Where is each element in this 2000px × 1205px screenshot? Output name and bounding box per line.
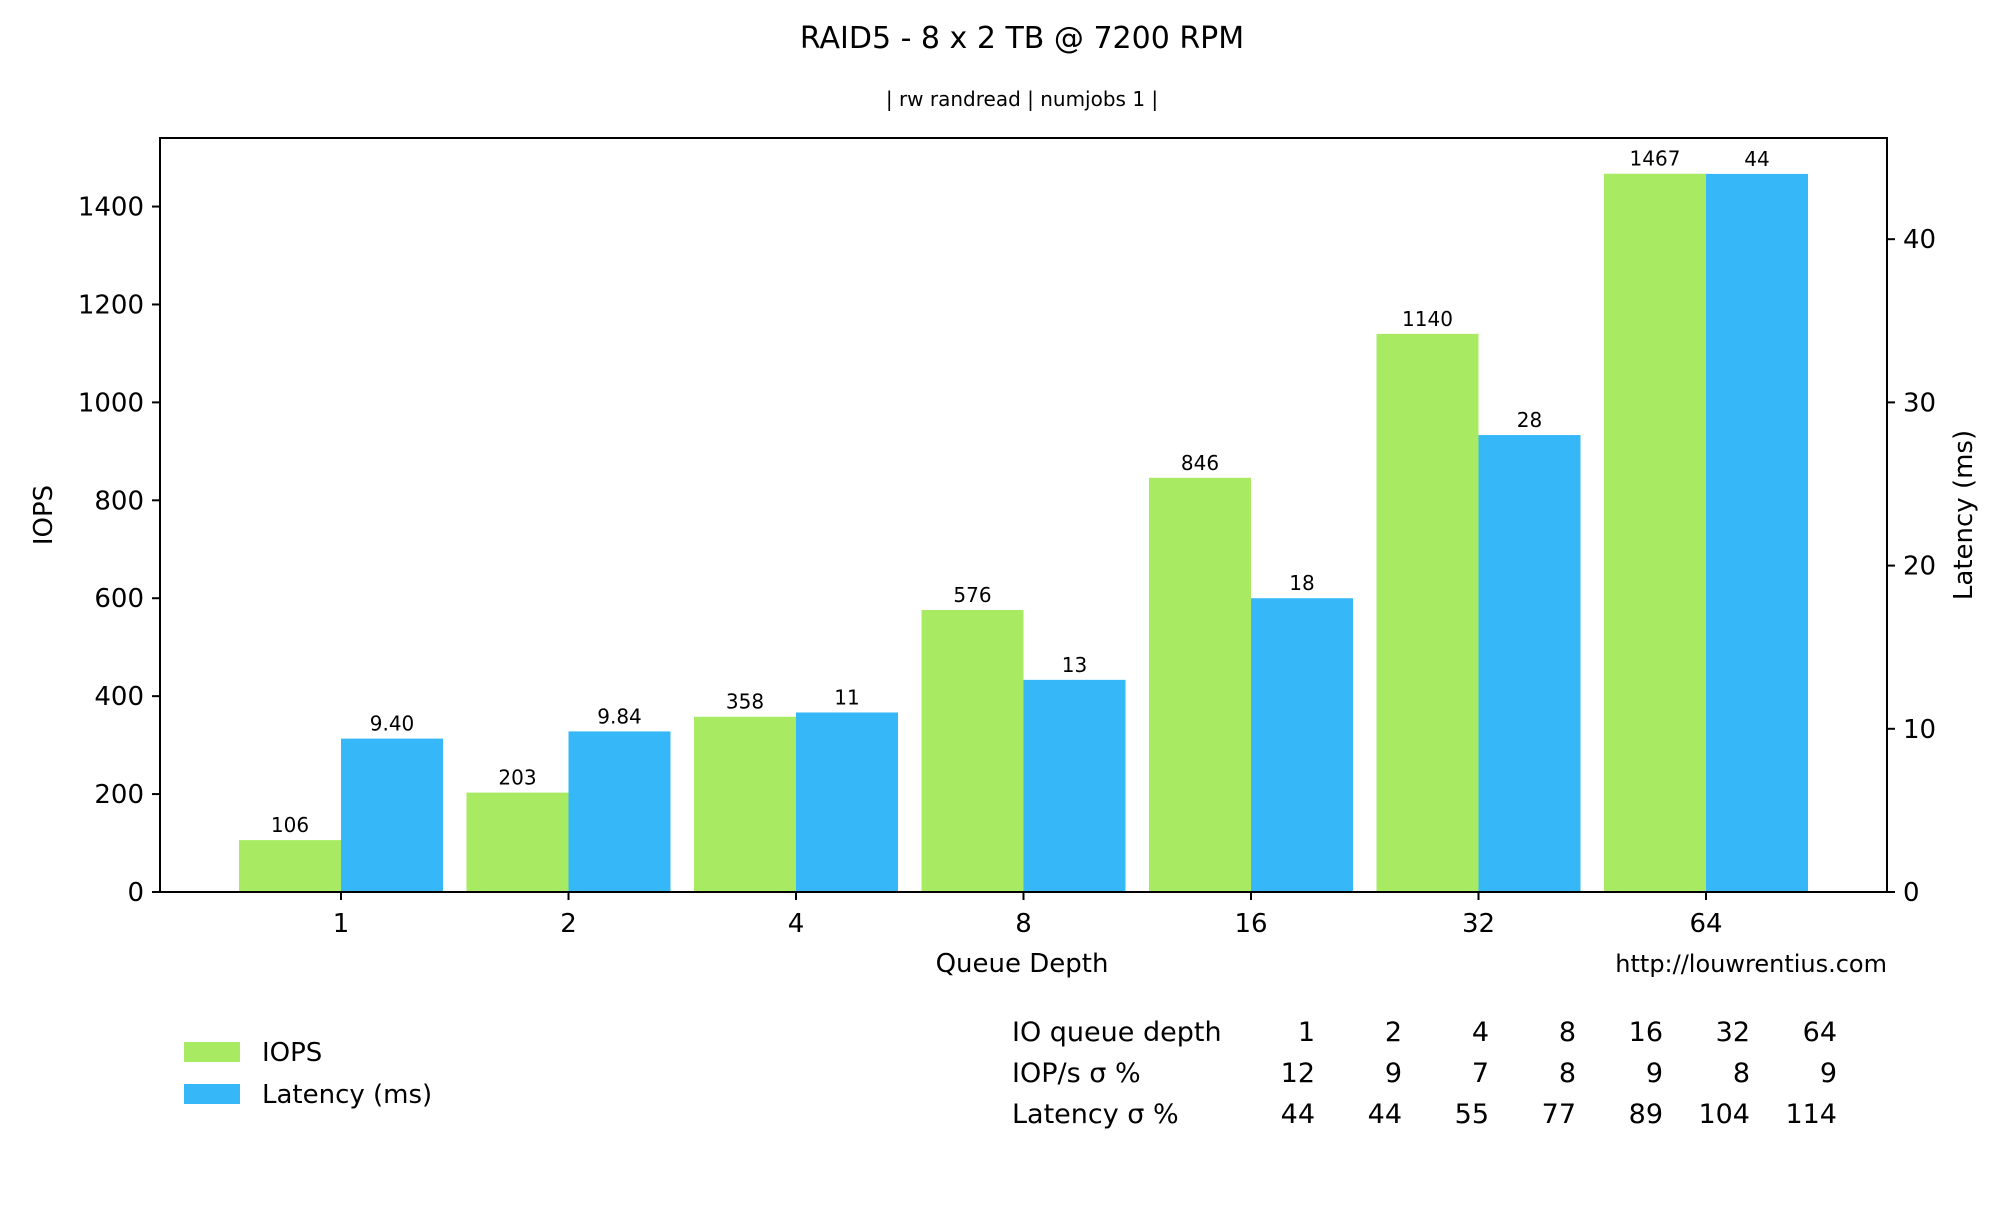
legend-swatch-latency <box>184 1084 240 1104</box>
left-y-axis: 0 200 400 600 800 1000 1200 1400 <box>78 193 160 908</box>
right-y-axis: 0 10 20 30 40 <box>1887 225 1936 908</box>
stats-cell: 32 <box>1716 1017 1750 1048</box>
right-tick-label: 20 <box>1903 552 1936 582</box>
stats-cell: 12 <box>1281 1058 1315 1089</box>
iops-value-label-16: 846 <box>1181 451 1219 475</box>
latency-bar-16 <box>1251 598 1353 892</box>
bars-layer <box>239 173 1808 893</box>
chart-subtitle: | rw randread | numjobs 1 | <box>886 87 1158 111</box>
latency-value-label-32: 28 <box>1517 408 1542 432</box>
source-url: http://louwrentius.com <box>1615 950 1887 978</box>
chart-title: RAID5 - 8 x 2 TB @ 7200 RPM <box>800 21 1244 56</box>
latency-value-label-64: 44 <box>1744 147 1769 171</box>
latency-value-label-1: 9.40 <box>370 712 415 736</box>
stats-cell: 8 <box>1733 1058 1750 1089</box>
legend-label-latency: Latency (ms) <box>262 1080 432 1110</box>
left-tick-label: 200 <box>94 780 144 810</box>
latency-bar-2 <box>568 731 671 892</box>
left-tick-label: 1400 <box>78 193 144 223</box>
iops-bar-2 <box>466 792 569 892</box>
iops-value-label-64: 1467 <box>1630 147 1681 171</box>
bar-value-labels: 106 203 358 576 846 1140 1467 9.40 9.84 11 13 18 28 4… <box>271 147 1770 837</box>
legend-swatch-iops <box>184 1042 240 1062</box>
right-tick-label: 40 <box>1903 225 1936 255</box>
stats-cell: 7 <box>1472 1058 1489 1089</box>
right-tick-label: 30 <box>1903 388 1936 418</box>
latency-value-label-8: 13 <box>1062 653 1087 677</box>
stats-cell: 104 <box>1698 1099 1750 1130</box>
stats-row-label: IOP/s σ % <box>1012 1058 1141 1089</box>
iops-value-label-1: 106 <box>271 813 309 837</box>
x-tick-label: 8 <box>1015 909 1032 939</box>
stats-cell: 64 <box>1803 1017 1837 1048</box>
left-tick-label: 1000 <box>78 388 144 418</box>
y-axis-label-right: Latency (ms) <box>1949 430 1979 600</box>
iops-value-label-32: 1140 <box>1402 307 1453 331</box>
legend: IOPS Latency (ms) <box>184 1038 432 1110</box>
right-tick-label: 0 <box>1903 878 1920 908</box>
stats-row-label: Latency σ % <box>1012 1099 1179 1130</box>
latency-bar-8 <box>1023 679 1126 892</box>
iops-value-label-4: 358 <box>726 690 764 714</box>
stats-cell: 89 <box>1629 1099 1663 1130</box>
stats-cell: 9 <box>1820 1058 1837 1089</box>
latency-bar-64 <box>1706 173 1808 892</box>
stats-cell: 4 <box>1472 1017 1489 1048</box>
latency-value-label-4: 11 <box>834 685 859 709</box>
left-tick-label: 1200 <box>78 290 144 320</box>
x-axis: 1 2 4 8 16 32 64 <box>333 892 1723 939</box>
y-axis-label-left: IOPS <box>29 485 59 545</box>
iops-bar-64 <box>1604 173 1706 892</box>
stats-cell: 44 <box>1281 1099 1315 1130</box>
legend-label-iops: IOPS <box>262 1038 322 1068</box>
latency-bar-32 <box>1478 435 1581 892</box>
stats-cell: 114 <box>1785 1099 1837 1130</box>
x-tick-label: 16 <box>1234 909 1267 939</box>
stats-cell: 9 <box>1646 1058 1663 1089</box>
stats-cell: 55 <box>1455 1099 1489 1130</box>
iops-bar-8 <box>921 609 1024 892</box>
x-tick-label: 32 <box>1462 909 1495 939</box>
latency-value-label-2: 9.84 <box>597 704 642 728</box>
stats-cell: 77 <box>1542 1099 1576 1130</box>
latency-value-label-16: 18 <box>1289 571 1314 595</box>
left-tick-label: 400 <box>94 682 144 712</box>
iops-bar-1 <box>239 840 341 892</box>
right-tick-label: 10 <box>1903 715 1936 745</box>
iops-bar-32 <box>1376 333 1479 893</box>
iops-value-label-8: 576 <box>953 583 991 607</box>
stats-cell: 1 <box>1298 1017 1315 1048</box>
left-tick-label: 600 <box>94 584 144 614</box>
iops-bar-16 <box>1149 477 1251 892</box>
x-tick-label: 64 <box>1689 909 1722 939</box>
x-axis-label: Queue Depth <box>936 949 1109 979</box>
iops-bar-4 <box>694 716 796 892</box>
stats-cell: 9 <box>1385 1058 1402 1089</box>
latency-bar-1 <box>341 738 443 892</box>
stats-cell: 2 <box>1385 1017 1402 1048</box>
latency-bar-4 <box>796 712 898 892</box>
stats-cell: 8 <box>1559 1017 1576 1048</box>
stats-row-label: IO queue depth <box>1012 1017 1222 1048</box>
iops-value-label-2: 203 <box>498 766 536 790</box>
x-tick-label: 2 <box>560 909 577 939</box>
left-tick-label: 0 <box>127 878 144 908</box>
left-tick-label: 800 <box>94 486 144 516</box>
stats-cell: 44 <box>1368 1099 1402 1130</box>
stats-cell: 8 <box>1559 1058 1576 1089</box>
stats-cell: 16 <box>1629 1017 1663 1048</box>
x-tick-label: 1 <box>333 909 350 939</box>
x-tick-label: 4 <box>788 909 805 939</box>
